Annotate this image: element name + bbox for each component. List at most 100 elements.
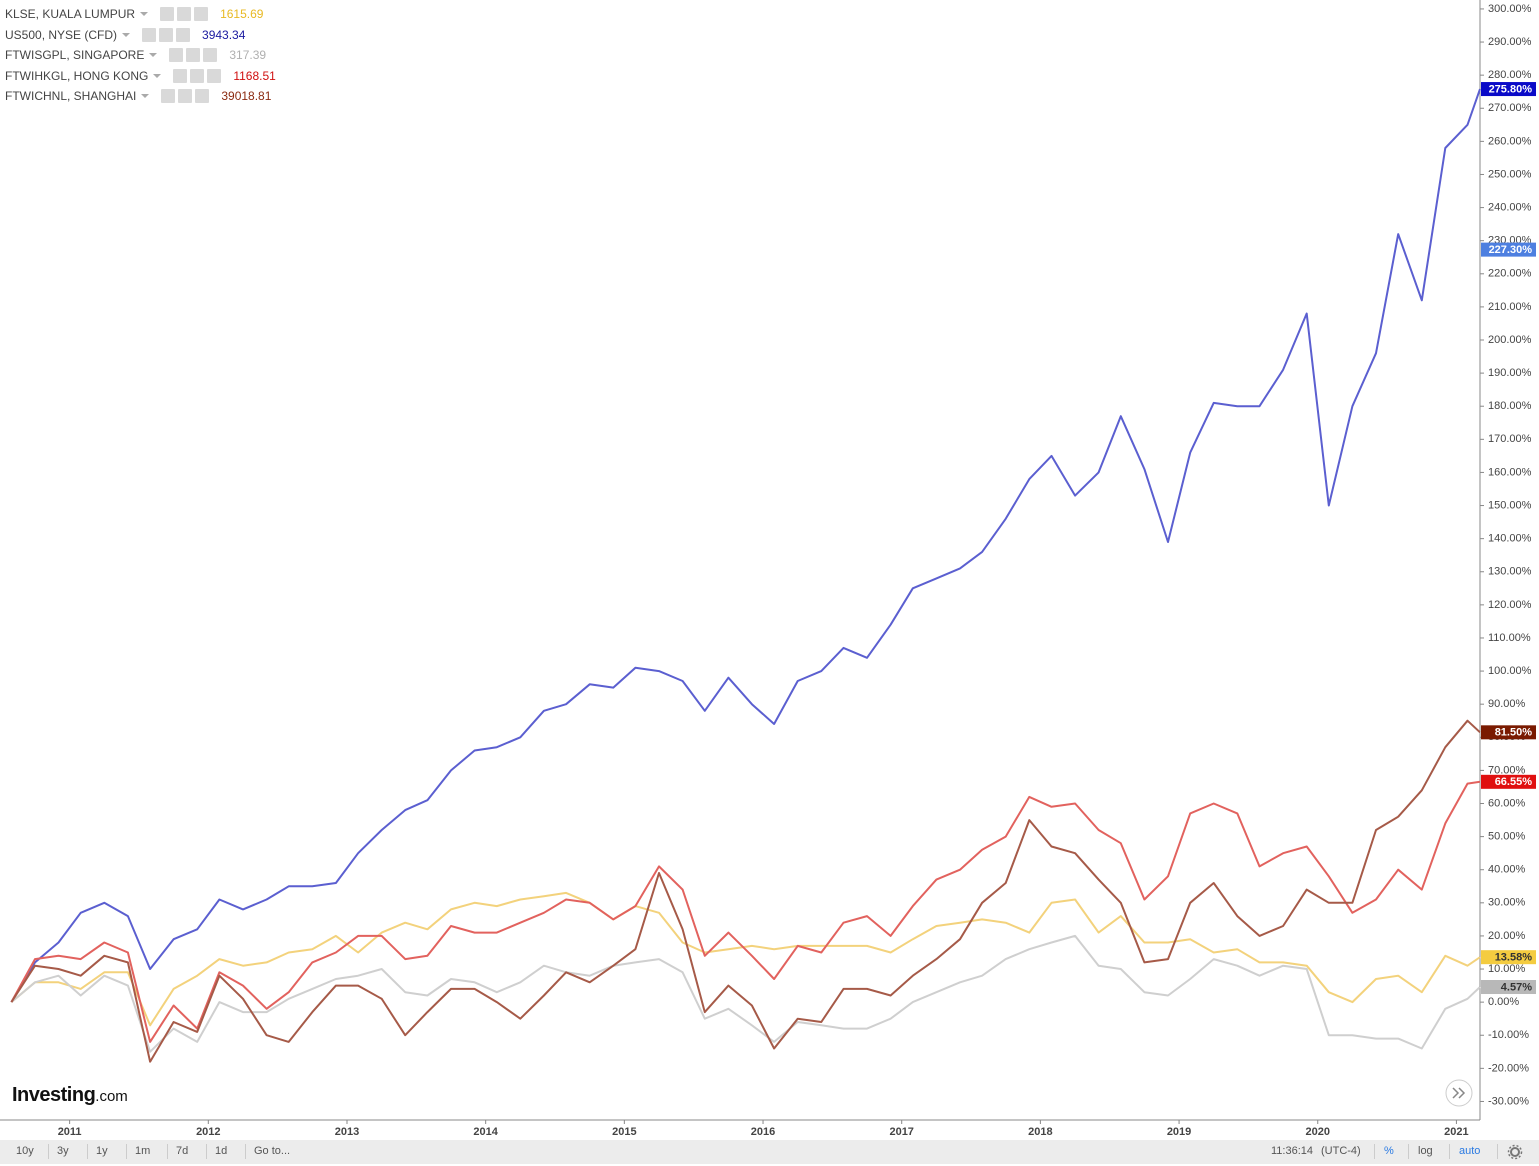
y-tick-label: 220.00%	[1488, 268, 1532, 280]
value-badge	[1481, 242, 1536, 257]
x-tick-label: 2015	[612, 1126, 636, 1138]
scale-mode[interactable]: log	[1418, 1145, 1433, 1157]
legend-remove[interactable]	[195, 89, 210, 104]
y-tick-label: 120.00%	[1488, 599, 1532, 611]
x-tick-label: 2019	[1167, 1126, 1191, 1138]
range-button[interactable]: 1d	[215, 1145, 228, 1157]
y-tick-label: 300.00%	[1488, 3, 1532, 15]
range-button[interactable]: Go to...	[254, 1145, 291, 1157]
scale-mode[interactable]: auto	[1459, 1145, 1481, 1157]
legend-caret[interactable]	[153, 73, 162, 78]
legend-name: US500, NYSE (CFD)	[5, 27, 118, 42]
legend-name: FTWICHNL, SHANGHAI	[5, 89, 137, 104]
y-tick-label: 130.00%	[1488, 566, 1532, 578]
scroll-icon	[1452, 1087, 1466, 1099]
legend-caret[interactable]	[141, 94, 150, 99]
legend-settings[interactable]	[190, 68, 205, 83]
legend-caret[interactable]	[140, 12, 149, 17]
legend-settings[interactable]	[159, 27, 174, 42]
y-tick-label: 50.00%	[1488, 831, 1526, 843]
legend-item: FTWISGPL, SINGAPORE 317.39	[5, 45, 276, 66]
x-tick-label: 2012	[196, 1126, 220, 1138]
logo: Investing.com	[12, 1084, 128, 1107]
value-badge	[1481, 980, 1536, 995]
legend: KLSE, KUALA LUMPUR 1615.69 US500, NYSE (CF…	[5, 4, 276, 107]
value-badge	[1481, 725, 1536, 740]
x-tick-label: 2017	[889, 1126, 913, 1138]
y-tick-label: 0.00%	[1488, 996, 1519, 1008]
range-button[interactable]: 3y	[57, 1145, 69, 1157]
legend-settings[interactable]	[177, 7, 192, 22]
legend-name: KLSE, KUALA LUMPUR	[5, 7, 136, 22]
settings-icon[interactable]	[1507, 1144, 1523, 1160]
legend-hide[interactable]	[161, 89, 176, 104]
toolbar: 10y 3y 1y 1m 7d 1d Go to... 11:36:14 (UTC-4)% log…	[0, 1140, 1539, 1164]
legend-caret[interactable]	[122, 32, 131, 37]
legend-item: FTWIHKGL, HONG KONG 1168.51	[5, 66, 276, 87]
separator	[126, 1144, 127, 1159]
y-tick-label: 250.00%	[1488, 168, 1532, 180]
separator	[206, 1144, 207, 1159]
x-tick-label: 2013	[335, 1126, 359, 1138]
range-button[interactable]: 10y	[16, 1145, 34, 1157]
legend-hide[interactable]	[169, 48, 184, 63]
legend-remove[interactable]	[194, 7, 209, 22]
y-tick-label: 200.00%	[1488, 334, 1532, 346]
legend-item: KLSE, KUALA LUMPUR 1615.69	[5, 4, 276, 25]
legend-remove[interactable]	[176, 27, 191, 42]
y-tick-label: 240.00%	[1488, 201, 1532, 213]
separator	[1497, 1144, 1498, 1159]
series-line	[10, 780, 1481, 1043]
legend-hide[interactable]	[160, 7, 175, 22]
value-badge-label: 81.50%	[1495, 727, 1533, 739]
y-tick-label: 160.00%	[1488, 466, 1532, 478]
legend-hide[interactable]	[142, 27, 157, 42]
value-badge	[1481, 774, 1536, 789]
separator	[245, 1144, 246, 1159]
legend-settings[interactable]	[186, 48, 201, 63]
y-tick-label: 40.00%	[1488, 864, 1526, 876]
y-tick-label: 170.00%	[1488, 433, 1532, 445]
legend-name: FTWISGPL, SINGAPORE	[5, 48, 145, 63]
x-tick-label: 2016	[751, 1126, 775, 1138]
y-tick-label: 260.00%	[1488, 135, 1532, 147]
x-tick-label: 2021	[1444, 1126, 1468, 1138]
separator	[167, 1144, 168, 1159]
timezone: (UTC-4)	[1321, 1145, 1361, 1157]
legend-remove[interactable]	[207, 68, 222, 83]
legend-caret[interactable]	[149, 53, 158, 58]
legend-price: 1168.51	[233, 68, 276, 83]
y-tick-label: 190.00%	[1488, 367, 1532, 379]
y-tick-label: 180.00%	[1488, 400, 1532, 412]
legend-settings[interactable]	[178, 89, 193, 104]
y-tick-label: 100.00%	[1488, 665, 1532, 677]
y-tick-label: 280.00%	[1488, 69, 1532, 81]
series-line	[10, 719, 1481, 1063]
scale-mode[interactable]: %	[1384, 1145, 1394, 1157]
logo-name: Investing	[12, 1084, 96, 1106]
range-button[interactable]: 7d	[176, 1145, 189, 1157]
series-line	[10, 88, 1481, 1003]
range-button[interactable]: 1y	[96, 1145, 108, 1157]
range-button[interactable]: 1m	[135, 1145, 151, 1157]
y-tick-label: 290.00%	[1488, 36, 1532, 48]
value-badge	[1481, 950, 1536, 965]
separator	[1408, 1144, 1409, 1159]
chart: -30.00% -20.00% -10.00% 0.00% 10.00% 20.00% 30…	[0, 0, 1536, 1138]
y-tick-label: -30.00%	[1488, 1095, 1529, 1107]
legend-remove[interactable]	[203, 48, 218, 63]
y-tick-label: 20.00%	[1488, 930, 1526, 942]
separator	[48, 1144, 49, 1159]
series-line	[10, 934, 1481, 1053]
y-tick-label: -20.00%	[1488, 1062, 1529, 1074]
y-tick-label: 140.00%	[1488, 533, 1532, 545]
y-tick-label: 150.00%	[1488, 499, 1532, 511]
value-badge-label: 4.57%	[1501, 981, 1532, 993]
y-tick-label: 210.00%	[1488, 301, 1532, 313]
separator	[1449, 1144, 1450, 1159]
separator	[87, 1144, 88, 1159]
legend-hide[interactable]	[173, 68, 188, 83]
legend-item: FTWICHNL, SHANGHAI 39018.81	[5, 86, 276, 107]
value-badge-label: 66.55%	[1495, 776, 1533, 788]
